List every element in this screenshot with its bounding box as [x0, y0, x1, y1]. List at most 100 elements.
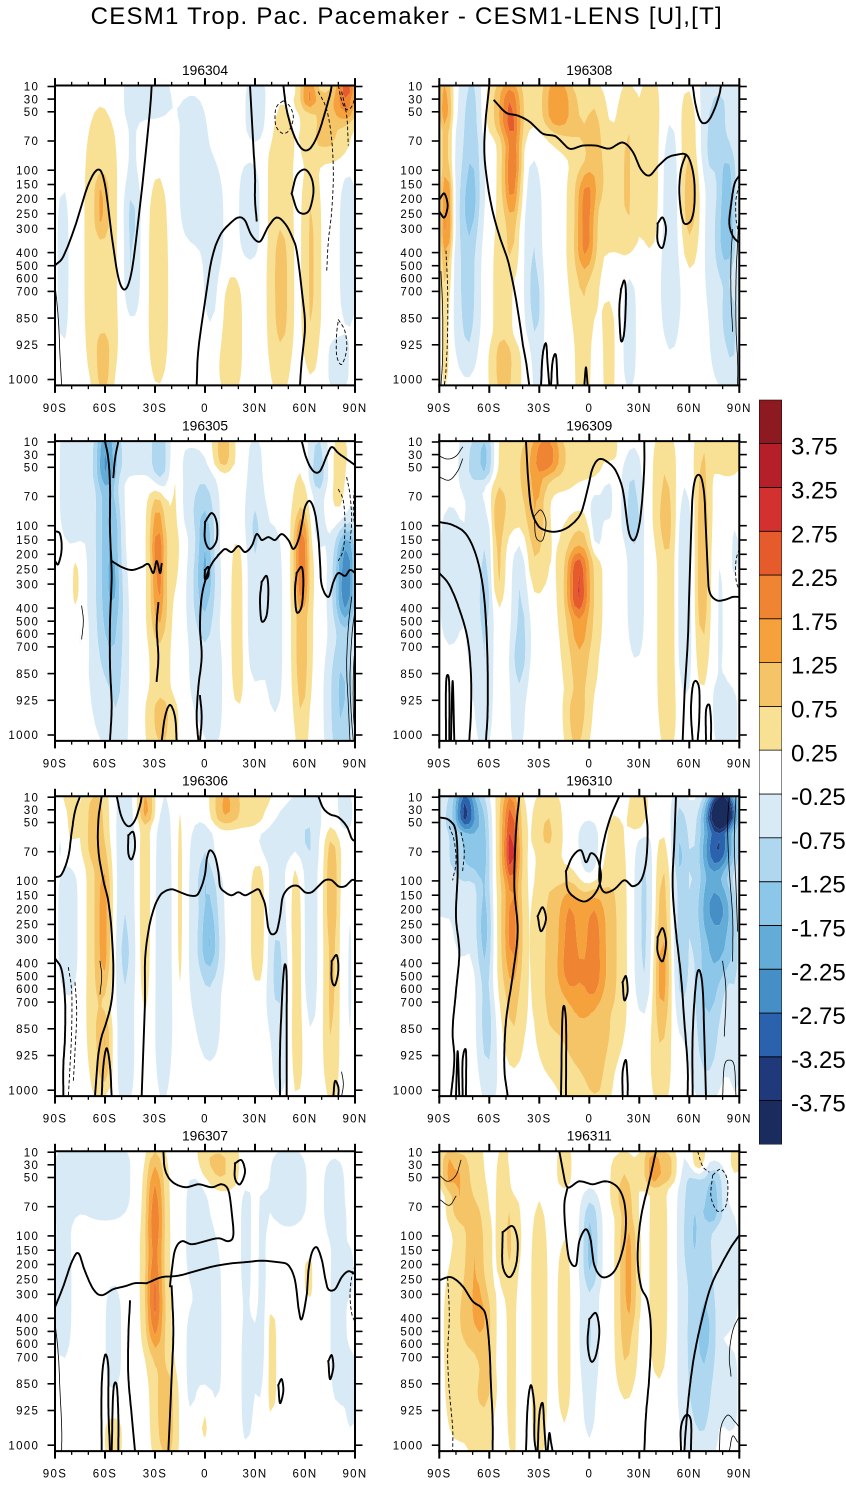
svg-text:30S: 30S — [143, 403, 167, 415]
svg-text:925: 925 — [16, 695, 39, 707]
svg-text:1000: 1000 — [393, 375, 424, 387]
svg-text:60N: 60N — [292, 1114, 317, 1126]
svg-text:150: 150 — [16, 1245, 39, 1257]
svg-text:196309: 196309 — [566, 418, 612, 433]
svg-text:50: 50 — [408, 818, 423, 830]
svg-text:30S: 30S — [527, 1469, 551, 1481]
svg-text:0: 0 — [585, 403, 593, 415]
svg-text:250: 250 — [400, 1275, 423, 1287]
svg-text:90N: 90N — [727, 759, 752, 771]
svg-text:250: 250 — [16, 1275, 39, 1287]
svg-text:30: 30 — [24, 94, 39, 106]
svg-text:60N: 60N — [677, 1114, 702, 1126]
svg-text:500: 500 — [400, 972, 423, 984]
svg-text:-3.25: -3.25 — [791, 1047, 846, 1074]
svg-text:70: 70 — [408, 492, 423, 504]
svg-text:600: 600 — [400, 984, 423, 996]
svg-text:300: 300 — [400, 1289, 423, 1301]
svg-text:500: 500 — [400, 616, 423, 628]
svg-text:90S: 90S — [427, 1114, 451, 1126]
svg-text:850: 850 — [16, 669, 39, 681]
svg-text:200: 200 — [400, 549, 423, 561]
svg-text:100: 100 — [400, 521, 423, 533]
svg-text:30S: 30S — [143, 759, 167, 771]
svg-text:70: 70 — [24, 1202, 39, 1214]
svg-text:100: 100 — [400, 165, 423, 177]
svg-text:1000: 1000 — [8, 1440, 39, 1452]
svg-text:700: 700 — [400, 997, 423, 1009]
svg-text:50: 50 — [408, 107, 423, 119]
svg-text:150: 150 — [400, 535, 423, 547]
svg-text:-2.75: -2.75 — [791, 1003, 846, 1030]
svg-text:400: 400 — [400, 248, 423, 260]
svg-text:196305: 196305 — [182, 418, 228, 433]
svg-text:10: 10 — [408, 1147, 423, 1159]
svg-text:10: 10 — [408, 82, 423, 94]
svg-text:500: 500 — [400, 261, 423, 273]
svg-text:700: 700 — [16, 997, 39, 1009]
svg-text:90S: 90S — [427, 403, 451, 415]
svg-text:700: 700 — [16, 287, 39, 299]
svg-text:925: 925 — [400, 340, 423, 352]
svg-text:150: 150 — [16, 180, 39, 192]
svg-text:60S: 60S — [477, 1114, 501, 1126]
svg-text:-3.75: -3.75 — [791, 1091, 846, 1118]
svg-text:90N: 90N — [342, 1469, 367, 1481]
svg-text:60S: 60S — [477, 403, 501, 415]
svg-text:1000: 1000 — [8, 730, 39, 742]
svg-text:60N: 60N — [677, 403, 702, 415]
svg-text:850: 850 — [400, 1024, 423, 1036]
svg-text:250: 250 — [16, 564, 39, 576]
svg-text:250: 250 — [400, 209, 423, 221]
svg-text:300: 300 — [400, 934, 423, 946]
svg-text:150: 150 — [400, 180, 423, 192]
svg-text:600: 600 — [400, 1339, 423, 1351]
svg-text:50: 50 — [24, 462, 39, 474]
svg-text:850: 850 — [16, 313, 39, 325]
svg-text:90N: 90N — [342, 1114, 367, 1126]
svg-text:200: 200 — [16, 905, 39, 917]
svg-text:90N: 90N — [342, 403, 367, 415]
svg-text:70: 70 — [24, 492, 39, 504]
svg-text:30N: 30N — [242, 1469, 267, 1481]
svg-text:0: 0 — [201, 403, 209, 415]
svg-text:700: 700 — [16, 1352, 39, 1364]
svg-text:300: 300 — [400, 224, 423, 236]
svg-text:90N: 90N — [727, 403, 752, 415]
svg-text:850: 850 — [16, 1379, 39, 1391]
svg-text:10: 10 — [24, 82, 39, 94]
svg-text:0.25: 0.25 — [791, 740, 838, 767]
svg-text:30N: 30N — [627, 403, 652, 415]
svg-text:200: 200 — [400, 194, 423, 206]
svg-text:196304: 196304 — [182, 63, 228, 78]
svg-text:700: 700 — [400, 1352, 423, 1364]
svg-text:30N: 30N — [627, 759, 652, 771]
svg-text:1000: 1000 — [393, 730, 424, 742]
svg-text:70: 70 — [24, 847, 39, 859]
svg-text:0: 0 — [201, 1114, 209, 1126]
svg-text:600: 600 — [16, 629, 39, 641]
svg-text:50: 50 — [24, 107, 39, 119]
svg-text:-1.75: -1.75 — [791, 916, 846, 943]
svg-text:300: 300 — [16, 1289, 39, 1301]
svg-text:196311: 196311 — [567, 1128, 612, 1143]
svg-text:0: 0 — [201, 759, 209, 771]
svg-text:30S: 30S — [143, 1469, 167, 1481]
svg-text:200: 200 — [16, 549, 39, 561]
svg-text:50: 50 — [408, 462, 423, 474]
svg-text:100: 100 — [400, 1231, 423, 1243]
svg-text:60S: 60S — [93, 1114, 117, 1126]
svg-text:50: 50 — [24, 818, 39, 830]
svg-text:1000: 1000 — [393, 1085, 424, 1097]
svg-text:90S: 90S — [43, 403, 67, 415]
svg-text:150: 150 — [16, 535, 39, 547]
svg-text:196308: 196308 — [566, 63, 612, 78]
svg-text:60S: 60S — [93, 403, 117, 415]
svg-text:600: 600 — [16, 984, 39, 996]
svg-text:30N: 30N — [242, 759, 267, 771]
svg-text:30N: 30N — [242, 403, 267, 415]
svg-text:200: 200 — [400, 905, 423, 917]
svg-text:600: 600 — [400, 273, 423, 285]
svg-text:90N: 90N — [727, 1114, 752, 1126]
svg-text:400: 400 — [400, 958, 423, 970]
